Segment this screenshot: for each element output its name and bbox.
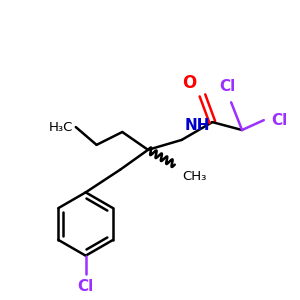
Text: Cl: Cl xyxy=(272,112,288,128)
Text: NH: NH xyxy=(184,118,210,133)
Text: Cl: Cl xyxy=(219,80,235,94)
Text: O: O xyxy=(182,74,197,92)
Text: CH₃: CH₃ xyxy=(183,169,207,183)
Text: H₃C: H₃C xyxy=(48,121,73,134)
Text: Cl: Cl xyxy=(78,279,94,294)
